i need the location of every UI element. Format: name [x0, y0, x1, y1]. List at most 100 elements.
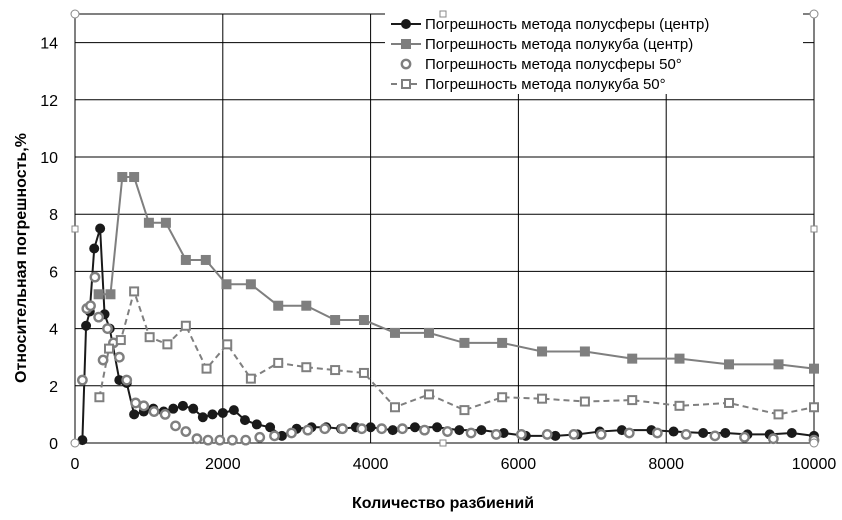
- data-point: [240, 434, 252, 446]
- data-point: [148, 406, 160, 417]
- resize-handle: [439, 439, 447, 447]
- data-point: [301, 362, 312, 373]
- legend-label: Погрешность метода полусферы (центр): [425, 16, 709, 33]
- x-tick-label: 4000: [353, 456, 389, 473]
- data-point: [627, 353, 638, 364]
- data-point: [180, 320, 191, 331]
- data-point: [623, 427, 635, 439]
- data-point: [227, 434, 238, 446]
- data-point: [254, 431, 266, 443]
- legend: Погрешность метода полусферы (центр) Погр…: [385, 8, 803, 94]
- data-point: [129, 172, 140, 183]
- resize-handle: [70, 9, 80, 19]
- data-point: [102, 323, 113, 334]
- data-point: [143, 217, 154, 228]
- data-point: [201, 363, 212, 374]
- data-point: [76, 374, 88, 386]
- data-point: [709, 430, 721, 442]
- data-point: [160, 217, 171, 228]
- x-tick-label: 6000: [501, 456, 537, 473]
- data-point: [419, 424, 430, 436]
- data-point: [251, 419, 262, 430]
- resize-handle: [810, 225, 818, 233]
- legend-label: Погрешность метода полусферы 50°: [425, 56, 682, 73]
- data-point: [809, 402, 819, 413]
- data-point: [579, 396, 590, 407]
- data-point: [720, 427, 731, 438]
- data-point: [170, 420, 181, 432]
- resize-handle: [809, 9, 819, 19]
- data-point: [465, 427, 477, 439]
- data-point: [376, 423, 388, 435]
- data-point: [773, 359, 784, 370]
- data-point: [809, 363, 819, 374]
- data-point: [627, 395, 638, 406]
- series-layer: [76, 172, 820, 446]
- data-point: [95, 223, 106, 234]
- data-point: [668, 426, 679, 437]
- data-point: [222, 339, 233, 350]
- data-point: [89, 243, 100, 254]
- data-point: [265, 422, 276, 433]
- data-point: [698, 427, 709, 438]
- data-point: [537, 393, 548, 404]
- data-point: [214, 434, 226, 446]
- resize-handle: [809, 438, 819, 448]
- data-point: [221, 279, 232, 290]
- y-tick-label: 2: [49, 379, 58, 396]
- x-tick-label: 10000: [792, 456, 837, 473]
- data-point: [365, 422, 376, 433]
- data-point: [724, 397, 735, 408]
- data-point: [497, 337, 508, 348]
- y-axis-title: Относительная погрешность,%: [13, 133, 30, 383]
- data-point: [442, 426, 453, 437]
- data-point: [144, 332, 155, 343]
- data-point: [724, 359, 735, 370]
- data-point: [245, 279, 256, 290]
- data-point: [121, 374, 133, 386]
- data-point: [168, 403, 179, 414]
- legend-entry: Погрешность метода полукуба 50°: [391, 76, 666, 93]
- data-point: [81, 320, 92, 331]
- series-line: [98, 288, 815, 416]
- resize-handle: [439, 10, 447, 18]
- data-point: [301, 300, 312, 311]
- data-point: [217, 407, 228, 418]
- data-point: [515, 429, 527, 440]
- series-2: [93, 172, 819, 374]
- data-point: [302, 424, 314, 436]
- data-point: [330, 315, 341, 326]
- data-point: [207, 409, 218, 420]
- data-point: [162, 339, 173, 350]
- data-point: [286, 427, 297, 439]
- data-point: [188, 403, 199, 414]
- data-point: [454, 425, 465, 436]
- data-point: [537, 346, 548, 357]
- chart-area-handles: [70, 9, 819, 448]
- data-point: [423, 389, 434, 400]
- data-point: [389, 327, 400, 338]
- data-point: [579, 346, 590, 357]
- data-point: [786, 427, 797, 438]
- data-point: [273, 357, 284, 368]
- data-point: [202, 434, 214, 446]
- data-point: [228, 405, 239, 416]
- data-point: [85, 300, 96, 312]
- data-point: [200, 254, 211, 265]
- data-point: [129, 286, 140, 297]
- data-point: [115, 335, 126, 346]
- y-tick-label: 10: [40, 150, 58, 167]
- data-point: [459, 405, 470, 416]
- data-point: [269, 430, 280, 442]
- x-tick-label: 2000: [205, 456, 241, 473]
- data-point: [423, 327, 434, 338]
- data-point: [409, 422, 420, 433]
- data-point: [273, 300, 284, 311]
- data-point: [159, 408, 171, 420]
- data-point: [595, 429, 607, 440]
- data-point: [117, 172, 128, 183]
- data-point: [319, 423, 331, 435]
- data-point: [239, 415, 250, 426]
